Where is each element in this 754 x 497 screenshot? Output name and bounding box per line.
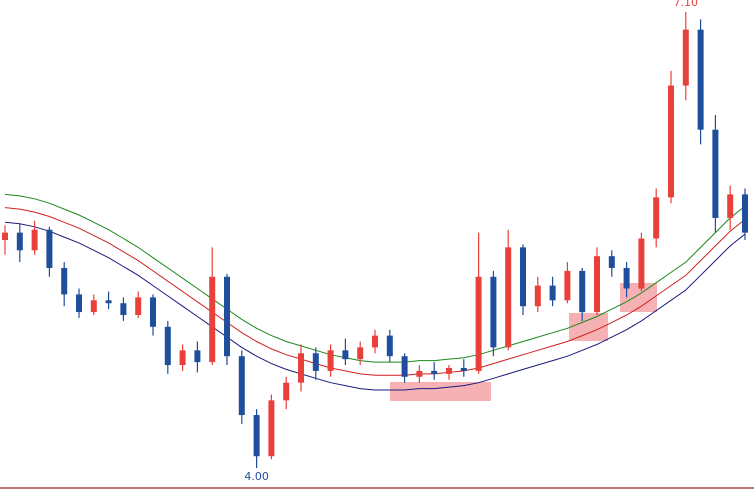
candle-body bbox=[638, 238, 645, 289]
candle-body bbox=[579, 270, 586, 313]
candle-body bbox=[357, 347, 364, 360]
candle-body bbox=[520, 247, 526, 307]
candle-body bbox=[446, 367, 452, 374]
candle-body bbox=[505, 247, 512, 348]
candle-body bbox=[475, 276, 482, 371]
candle-body bbox=[312, 353, 319, 371]
candle-body bbox=[90, 300, 97, 313]
candle-body bbox=[194, 350, 201, 363]
candle-body bbox=[238, 356, 245, 416]
candle-body bbox=[727, 194, 734, 218]
candle-body bbox=[386, 335, 393, 357]
candle-body bbox=[298, 353, 304, 383]
candle-body bbox=[150, 297, 156, 327]
candle-body bbox=[105, 300, 112, 304]
candle-body bbox=[416, 370, 423, 377]
candle-body bbox=[742, 194, 748, 233]
moving-average-line bbox=[4, 207, 746, 376]
candle-body bbox=[682, 29, 689, 86]
highlight-box bbox=[390, 382, 491, 401]
candle-body bbox=[224, 276, 230, 357]
candle-body bbox=[135, 297, 142, 316]
candle-body bbox=[76, 294, 82, 313]
candle-body bbox=[179, 350, 186, 366]
candle-body bbox=[549, 285, 556, 301]
candle-body bbox=[372, 335, 378, 348]
candle-body bbox=[564, 270, 571, 301]
candle-body bbox=[431, 370, 438, 374]
candle-body bbox=[697, 29, 704, 130]
moving-average-line bbox=[4, 221, 746, 391]
candle-body bbox=[608, 256, 615, 268]
candle-body bbox=[209, 276, 216, 363]
candle-body bbox=[594, 256, 600, 313]
candle-body bbox=[653, 197, 660, 239]
candle-body bbox=[342, 350, 349, 360]
candle-body bbox=[268, 400, 275, 457]
candle-body bbox=[46, 229, 53, 268]
candle-body bbox=[31, 229, 38, 251]
candle-body bbox=[623, 267, 630, 289]
candle-body bbox=[490, 276, 497, 348]
candle-body bbox=[668, 85, 674, 198]
candle-body bbox=[253, 415, 260, 457]
candle-body bbox=[327, 350, 334, 371]
moving-average-line bbox=[4, 193, 746, 363]
candle-body bbox=[712, 129, 719, 218]
candle-body bbox=[164, 326, 171, 366]
candle-body bbox=[534, 285, 541, 307]
extreme-label: 4.00 bbox=[244, 470, 269, 483]
candle-body bbox=[2, 232, 8, 240]
candle-body bbox=[283, 382, 290, 401]
candle-body bbox=[460, 367, 467, 371]
candle-body bbox=[61, 267, 68, 295]
candle-body bbox=[401, 356, 408, 377]
candle-body bbox=[16, 232, 23, 251]
extreme-label: 7.10 bbox=[674, 0, 699, 9]
candle-body bbox=[120, 303, 127, 316]
